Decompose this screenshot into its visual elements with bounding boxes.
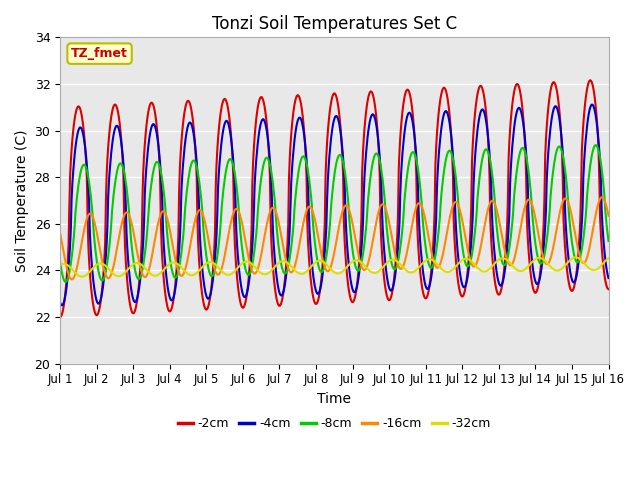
-16cm [68, 276, 76, 282]
-4cm [56, 300, 64, 305]
-8cm [61, 279, 69, 285]
X-axis label: Time: Time [317, 392, 351, 406]
-16cm [402, 255, 410, 261]
-4cm [179, 163, 187, 168]
-2cm [417, 276, 425, 281]
-8cm [124, 191, 131, 197]
Text: TZ_fmet: TZ_fmet [71, 47, 128, 60]
-32cm [179, 266, 187, 272]
-16cm [56, 230, 64, 236]
-32cm [79, 274, 86, 279]
-16cm [605, 213, 612, 219]
-16cm [66, 275, 74, 281]
-16cm [208, 255, 216, 261]
-4cm [124, 244, 131, 250]
-8cm [208, 274, 216, 279]
-8cm [418, 200, 426, 206]
-4cm [605, 275, 612, 281]
Title: Tonzi Soil Temperatures Set C: Tonzi Soil Temperatures Set C [212, 15, 457, 33]
-8cm [605, 238, 612, 244]
-8cm [592, 142, 600, 148]
-2cm [66, 174, 74, 180]
-2cm [401, 93, 409, 98]
Line: -32cm: -32cm [60, 257, 609, 276]
-16cm [179, 272, 187, 278]
-4cm [402, 121, 410, 127]
-4cm [208, 284, 216, 290]
-32cm [124, 267, 131, 273]
-2cm [179, 130, 186, 135]
-8cm [179, 236, 187, 241]
-32cm [56, 262, 64, 268]
-16cm [418, 203, 426, 209]
-4cm [58, 302, 65, 308]
-2cm [123, 269, 131, 275]
-4cm [67, 226, 75, 232]
-2cm [605, 286, 612, 292]
-8cm [56, 259, 64, 265]
Legend: -2cm, -4cm, -8cm, -16cm, -32cm: -2cm, -4cm, -8cm, -16cm, -32cm [173, 412, 496, 435]
Line: -4cm: -4cm [60, 105, 609, 305]
-16cm [124, 210, 131, 216]
Line: -2cm: -2cm [60, 80, 609, 317]
-32cm [208, 260, 216, 265]
-2cm [56, 314, 64, 320]
Line: -16cm: -16cm [60, 197, 609, 279]
Y-axis label: Soil Temperature (C): Soil Temperature (C) [15, 129, 29, 272]
-4cm [418, 256, 426, 262]
-2cm [586, 77, 594, 83]
-16cm [598, 194, 605, 200]
-32cm [572, 254, 580, 260]
-32cm [418, 262, 426, 267]
-32cm [402, 267, 410, 273]
-8cm [402, 185, 410, 191]
-32cm [605, 255, 612, 261]
-32cm [66, 264, 74, 270]
-4cm [588, 102, 596, 108]
-8cm [67, 261, 75, 266]
Line: -8cm: -8cm [60, 145, 609, 282]
-2cm [207, 287, 215, 292]
